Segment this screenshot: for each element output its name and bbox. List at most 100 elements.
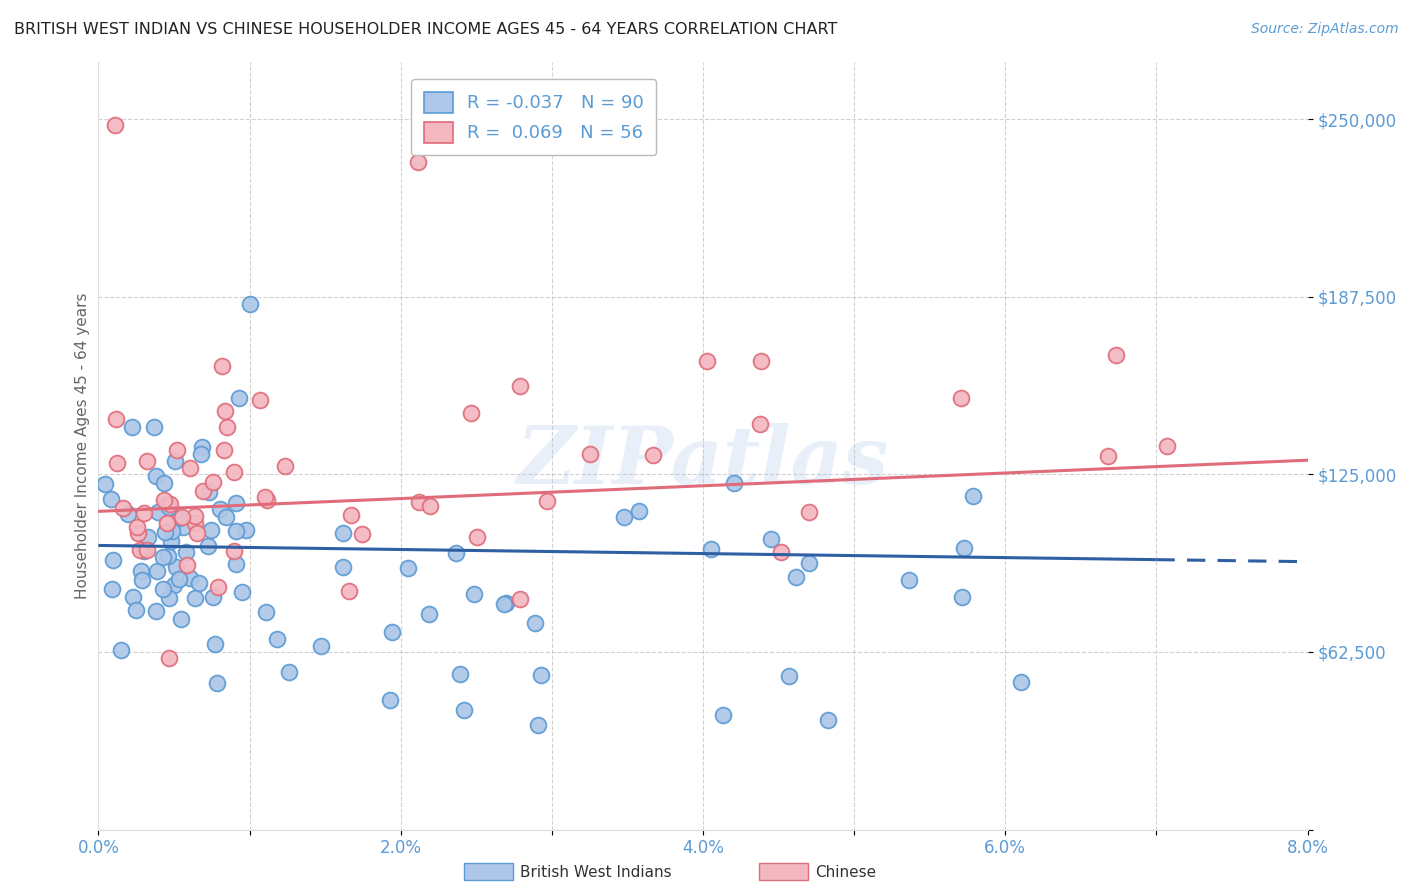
- Point: [396, 561, 419, 575]
- Point: [228, 391, 250, 405]
- Point: [950, 591, 973, 605]
- Point: [124, 603, 146, 617]
- Point: [174, 545, 197, 559]
- Point: [897, 573, 920, 587]
- Point: [797, 505, 820, 519]
- Point: [142, 419, 165, 434]
- Point: [153, 492, 176, 507]
- Point: [492, 597, 515, 611]
- Point: [530, 668, 553, 682]
- Point: [153, 524, 176, 539]
- Point: [179, 461, 201, 475]
- Point: [167, 511, 190, 525]
- Point: [191, 440, 214, 454]
- Point: [197, 540, 219, 554]
- Point: [170, 612, 193, 626]
- Point: [785, 570, 807, 584]
- Point: [163, 578, 186, 592]
- Point: [179, 571, 201, 585]
- Point: [340, 508, 363, 523]
- Point: [509, 379, 531, 393]
- Point: [136, 454, 159, 468]
- Point: [104, 118, 127, 132]
- Point: [165, 453, 187, 467]
- Point: [94, 477, 117, 491]
- Point: [249, 392, 271, 407]
- Point: [100, 491, 122, 506]
- Text: BRITISH WEST INDIAN VS CHINESE HOUSEHOLDER INCOME AGES 45 - 64 YEARS CORRELATION: BRITISH WEST INDIAN VS CHINESE HOUSEHOLD…: [14, 22, 838, 37]
- Point: [723, 476, 745, 491]
- Point: [127, 526, 149, 541]
- Point: [225, 557, 247, 571]
- Point: [187, 575, 209, 590]
- Point: [495, 596, 517, 610]
- Point: [159, 497, 181, 511]
- Point: [145, 604, 167, 618]
- Point: [1156, 439, 1178, 453]
- Point: [524, 616, 547, 631]
- Point: [949, 391, 972, 405]
- Point: [191, 484, 214, 499]
- Text: Chinese: Chinese: [815, 865, 876, 880]
- Point: [797, 556, 820, 570]
- Point: [952, 541, 974, 555]
- Point: [1097, 449, 1119, 463]
- Point: [239, 297, 262, 311]
- Point: [337, 583, 360, 598]
- Point: [117, 507, 139, 521]
- Point: [418, 607, 440, 622]
- Point: [165, 559, 187, 574]
- Point: [156, 516, 179, 530]
- Point: [201, 590, 224, 604]
- Point: [761, 532, 783, 546]
- Point: [209, 502, 232, 516]
- Point: [111, 501, 134, 516]
- Point: [160, 524, 183, 538]
- Point: [101, 553, 124, 567]
- Point: [235, 523, 257, 537]
- Point: [172, 520, 194, 534]
- Point: [381, 624, 404, 639]
- Point: [419, 499, 441, 513]
- Point: [214, 404, 236, 418]
- Point: [1010, 674, 1032, 689]
- Point: [643, 449, 665, 463]
- Point: [453, 703, 475, 717]
- Point: [170, 510, 193, 524]
- Point: [202, 475, 225, 490]
- Point: [225, 524, 247, 538]
- Point: [962, 489, 984, 503]
- Point: [131, 573, 153, 587]
- Point: [211, 359, 233, 373]
- Point: [444, 545, 467, 559]
- Legend: R = -0.037   N = 90, R =  0.069   N = 56: R = -0.037 N = 90, R = 0.069 N = 56: [411, 79, 657, 155]
- Point: [128, 543, 150, 558]
- Point: [449, 667, 471, 681]
- Point: [256, 493, 278, 508]
- Point: [136, 530, 159, 544]
- Point: [467, 530, 489, 544]
- Point: [231, 585, 253, 599]
- Point: [204, 637, 226, 651]
- Point: [1105, 348, 1128, 362]
- Point: [152, 582, 174, 596]
- Point: [101, 582, 124, 596]
- Point: [129, 564, 152, 578]
- Point: [134, 543, 156, 558]
- Point: [273, 458, 295, 473]
- Point: [105, 456, 128, 470]
- Point: [197, 485, 219, 500]
- Point: [146, 505, 169, 519]
- Text: Source: ZipAtlas.com: Source: ZipAtlas.com: [1251, 22, 1399, 37]
- Point: [176, 558, 198, 573]
- Point: [207, 580, 229, 594]
- Point: [200, 524, 222, 538]
- Text: ZIPatlas: ZIPatlas: [517, 423, 889, 500]
- Point: [309, 639, 332, 653]
- Point: [215, 419, 238, 434]
- Point: [225, 496, 247, 510]
- Point: [152, 549, 174, 564]
- Point: [122, 590, 145, 604]
- Point: [127, 520, 149, 534]
- Point: [159, 534, 181, 549]
